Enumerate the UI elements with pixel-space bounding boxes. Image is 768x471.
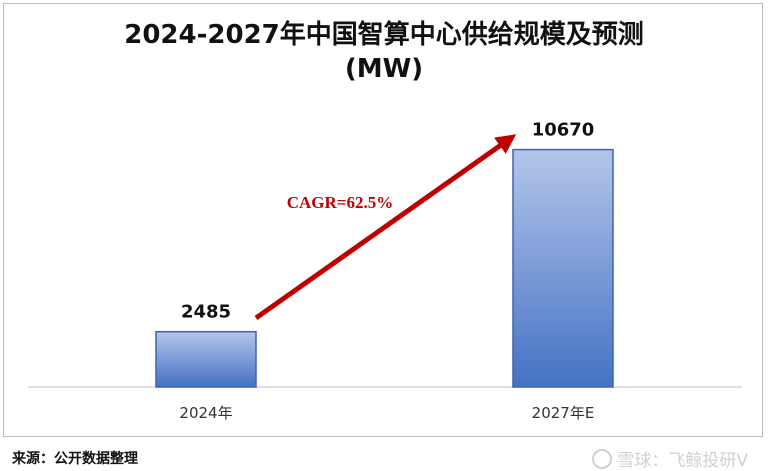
bar-chart: 2485 2024年 10670 2027年E CAGR=62.5% bbox=[28, 120, 742, 422]
data-label-0: 2485 bbox=[181, 302, 231, 323]
source-note: 来源：公开数据整理 bbox=[12, 451, 138, 467]
watermark: 雪球：飞鲸投研V bbox=[592, 446, 748, 471]
chart-title-line1: 2024-2027年中国智算中心供给规模及预测 bbox=[124, 20, 644, 50]
chart-frame bbox=[3, 3, 763, 437]
x-tick-label-1: 2027年E bbox=[532, 404, 595, 422]
chart-title-line2: (MW) bbox=[344, 54, 424, 84]
snowball-logo-icon bbox=[592, 449, 613, 469]
x-tick-label-0: 2024年 bbox=[179, 404, 232, 422]
chart-title: 2024-2027年中国智算中心供给规模及预测 (MW) bbox=[0, 18, 768, 86]
data-label-1: 10670 bbox=[532, 120, 595, 141]
bar-1 bbox=[512, 148, 614, 388]
growth-arrow bbox=[254, 134, 517, 321]
cagr-annotation: CAGR=62.5% bbox=[287, 193, 394, 212]
watermark-text: 雪球：飞鲸投研V bbox=[617, 451, 748, 471]
bar-0 bbox=[155, 330, 257, 388]
